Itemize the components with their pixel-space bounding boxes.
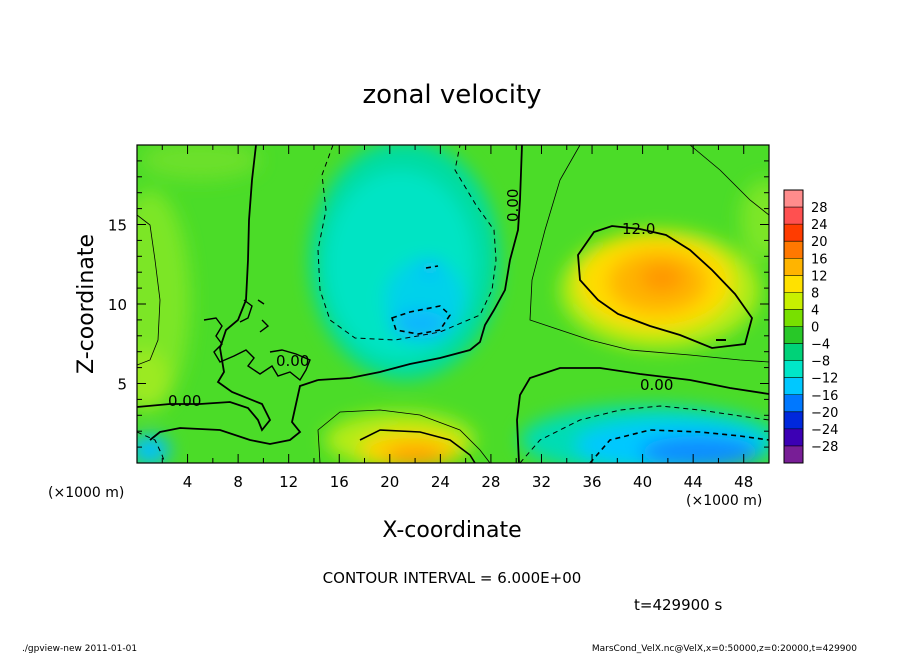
colorbar-label: −4	[811, 338, 830, 353]
x-tick-label: 8	[233, 473, 243, 491]
y-tick-label: 15	[108, 217, 127, 235]
contour-label-zero-mid: 0.00	[276, 352, 309, 370]
contour-label-zero-right: 0.00	[640, 376, 673, 394]
contour-interval: CONTOUR INTERVAL = 6.000E+00	[323, 569, 582, 587]
footer-right: MarsCond_VelX.nc@VelX,x=0:50000,z=0:2000…	[592, 644, 857, 654]
colorbar-swatch	[784, 258, 803, 276]
x-tick-label: 44	[684, 473, 703, 491]
y-tick-label: 5	[117, 376, 127, 394]
colorbar-swatch	[784, 207, 803, 225]
colorbar-swatch	[784, 224, 803, 242]
x-tick-label: 40	[633, 473, 652, 491]
x-axis-ticks: 4 8 12 16 20 24 28 32 36 40 44 48	[161, 145, 753, 491]
x-tick-label: 12	[279, 473, 298, 491]
colorbar-label: 0	[811, 321, 819, 336]
colorbar: 28 24 20 16 12 8 4 0 −4 −8 −12 −16 −20 −24 −28	[783, 189, 838, 464]
colorbar-label: 4	[811, 303, 819, 318]
colorbar-label: −20	[811, 406, 838, 421]
colorbar-label: 12	[811, 269, 828, 284]
colorbar-label: −28	[811, 440, 838, 455]
colorbar-label: 20	[811, 235, 828, 250]
colorbar-swatch	[784, 309, 803, 327]
x-tick-label: 32	[532, 473, 551, 491]
x-tick-label: 24	[431, 473, 450, 491]
colorbar-swatch	[784, 343, 803, 362]
heatmap-field: 12.0 0.00 0.00 0.00 0.00	[137, 145, 769, 463]
colorbar-swatch	[784, 377, 803, 396]
colorbar-swatch	[784, 360, 803, 379]
time-label: t=429900 s	[634, 596, 722, 614]
colorbar-swatch	[784, 411, 803, 430]
x-tick-label: 4	[183, 473, 193, 491]
colorbar-label: 8	[811, 286, 819, 301]
colorbar-label: −24	[811, 423, 838, 438]
chart-title: zonal velocity	[362, 80, 541, 110]
x-tick-label: 16	[330, 473, 349, 491]
colorbar-swatch	[784, 292, 803, 310]
colorbar-swatch	[784, 394, 803, 413]
x-tick-label: 20	[380, 473, 399, 491]
x-tick-label: 36	[582, 473, 601, 491]
colorbar-label: −12	[811, 372, 838, 387]
colorbar-label: 28	[811, 201, 828, 216]
y-axis-label: Z-coordinate	[74, 234, 99, 374]
colorbar-swatch	[784, 241, 803, 259]
y-axis-ticks: 5 10 15	[108, 160, 769, 448]
contour-label-zero-vertical: 0.00	[504, 189, 522, 222]
x-tick-label: 48	[734, 473, 753, 491]
colorbar-swatch	[784, 428, 803, 447]
colorbar-label: 24	[811, 218, 828, 233]
x-axis-unit: (×1000 m)	[686, 493, 762, 509]
colorbar-swatch	[784, 190, 803, 208]
colorbar-swatch	[784, 326, 803, 345]
footer-left: ./gpview-new 2011-01-01	[22, 644, 137, 654]
colorbar-label: −8	[811, 355, 830, 370]
y-axis-unit: (×1000 m)	[48, 485, 124, 501]
colorbar-swatch	[784, 445, 803, 464]
contour-label-zero-left: 0.00	[168, 392, 201, 410]
colorbar-label: 16	[811, 252, 828, 267]
colorbar-swatch	[784, 275, 803, 293]
y-tick-label: 10	[108, 296, 127, 314]
colorbar-label: −16	[811, 389, 838, 404]
x-axis-label: X-coordinate	[382, 518, 521, 543]
contour-label-12: 12.0	[622, 220, 655, 238]
x-tick-label: 28	[481, 473, 500, 491]
